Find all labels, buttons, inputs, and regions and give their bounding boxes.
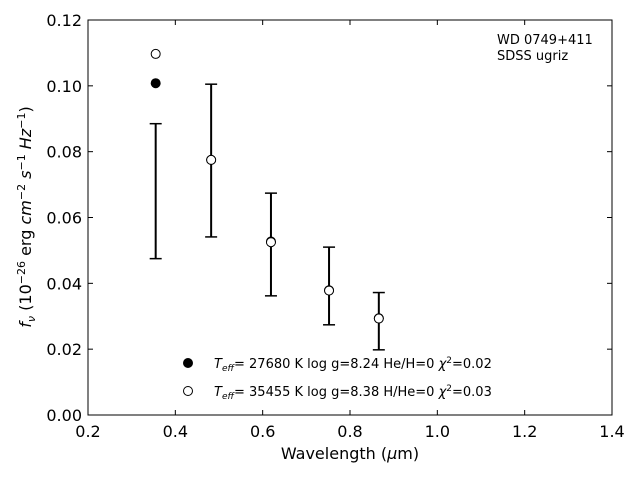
x-axis-ticks: 0.2 0.4 0.6 0.8 1.0 1.2 1.4: [75, 20, 625, 441]
legend: Teff= 27680 K log g=8.24 He/H=0 χ2=0.02 …: [183, 356, 492, 402]
x-tick-label: 1.4: [599, 422, 624, 441]
model-point-open: [206, 154, 217, 165]
x-tick-label: 1.2: [512, 422, 537, 441]
y-tick-label: 0.08: [46, 143, 82, 162]
x-tick-label: 0.6: [250, 422, 275, 441]
y-axis-ticks: 0.00 0.02 0.04 0.06 0.08 0.10 0.12: [46, 11, 612, 425]
plot-marks: [149, 48, 385, 351]
model-point-open: [324, 285, 335, 296]
annotation-survey: SDSS ugriz: [497, 49, 568, 64]
y-tick-label: 0.12: [46, 11, 82, 30]
model-point-filled: [150, 78, 161, 89]
y-tick-label: 0.02: [46, 340, 82, 359]
x-tick-label: 0.2: [75, 422, 100, 441]
x-tick-label: 1.0: [425, 422, 450, 441]
legend-label-model-2: Teff= 35455 K log g=8.38 H/He=0 χ2=0.03: [214, 384, 492, 402]
legend-label-model-1: Teff= 27680 K log g=8.24 He/H=0 χ2=0.02: [214, 356, 492, 374]
model-point-open: [373, 313, 384, 324]
x-tick-label: 0.4: [163, 422, 188, 441]
y-tick-label: 0.10: [46, 77, 82, 96]
model-point-open: [265, 237, 276, 248]
legend-marker-filled-circle: [183, 358, 193, 368]
y-tick-label: 0.00: [46, 406, 82, 425]
x-axis-label: Wavelength (μm): [281, 444, 419, 463]
legend-marker-open-circle: [183, 386, 193, 396]
model-point-open: [150, 48, 161, 59]
annotation-object-name: WD 0749+411: [497, 33, 593, 48]
x-tick-label: 0.8: [337, 422, 362, 441]
y-tick-label: 0.04: [46, 274, 82, 293]
y-axis-label: fν (10−26 erg cm−2 s−1 Hz−1): [15, 106, 38, 327]
y-tick-label: 0.06: [46, 209, 82, 228]
